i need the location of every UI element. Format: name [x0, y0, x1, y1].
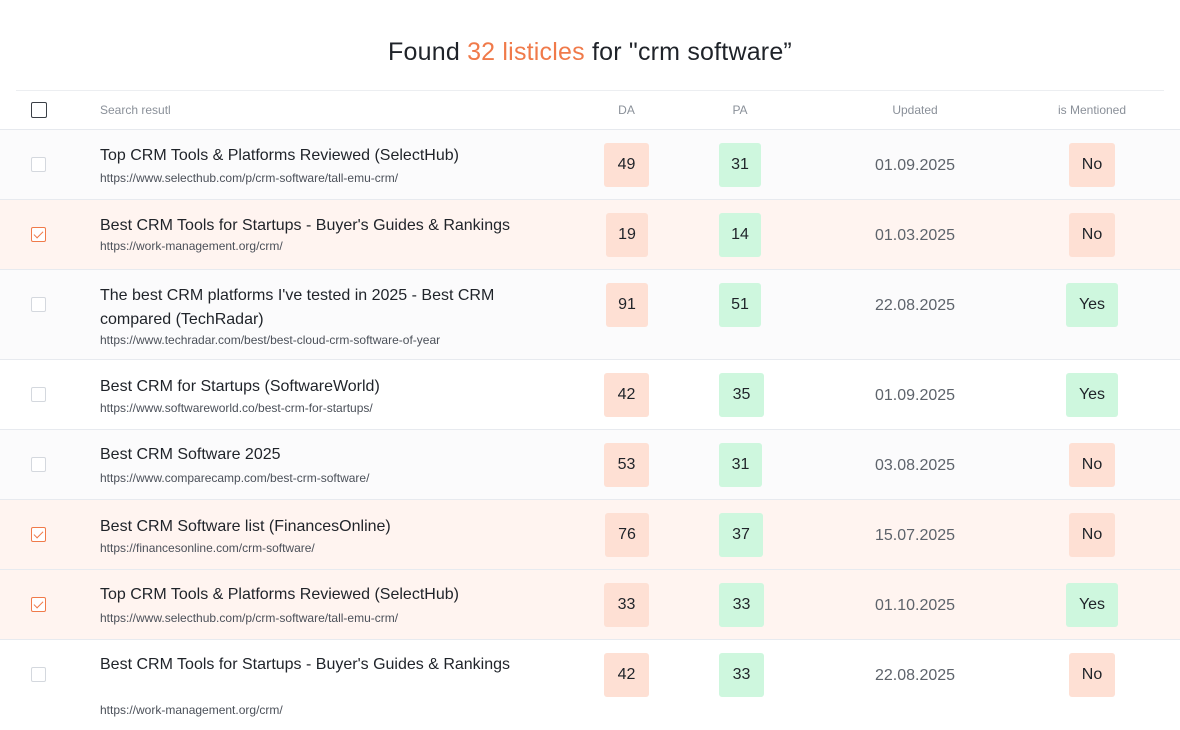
result-url[interactable]: https://work-management.org/crm/ [100, 239, 283, 253]
table-row[interactable]: Best CRM Software 2025 https://www.compa… [0, 430, 1180, 500]
mentioned-badge: No [1069, 213, 1115, 257]
da-badge: 33 [604, 583, 649, 627]
result-url[interactable]: https://www.comparecamp.com/best-crm-sof… [100, 471, 370, 485]
column-search-result[interactable]: Search resutl [100, 103, 171, 117]
updated-date: 22.08.2025 [874, 297, 956, 314]
result-title[interactable]: Best CRM Software list (FinancesOnline) [100, 518, 391, 535]
column-updated[interactable]: Updated [892, 103, 938, 117]
da-badge: 49 [604, 143, 649, 187]
result-title[interactable]: The best CRM platforms I've tested in 20… [100, 287, 495, 328]
pa-badge: 33 [719, 653, 764, 697]
updated-date: 15.07.2025 [874, 527, 956, 544]
column-pa[interactable]: PA [732, 103, 748, 117]
table-row[interactable]: Best CRM Tools for Startups - Buyer's Gu… [0, 640, 1180, 730]
mentioned-badge: Yes [1066, 373, 1118, 417]
result-title[interactable]: Top CRM Tools & Platforms Reviewed (Sele… [100, 147, 459, 164]
result-title[interactable]: Top CRM Tools & Platforms Reviewed (Sele… [100, 586, 459, 603]
pa-badge: 37 [719, 513, 763, 557]
result-title[interactable]: Best CRM Tools for Startups - Buyer's Gu… [100, 217, 511, 234]
da-badge: 42 [604, 653, 649, 697]
da-badge: 42 [604, 373, 649, 417]
select-all-checkbox[interactable] [31, 102, 47, 118]
mentioned-badge: Yes [1066, 283, 1118, 327]
result-url[interactable]: https://www.techradar.com/best/best-clou… [100, 333, 441, 347]
table-row[interactable]: Top CRM Tools & Platforms Reviewed (Sele… [0, 570, 1180, 640]
result-title[interactable]: Best CRM Software 2025 [100, 446, 281, 463]
updated-date: 01.09.2025 [874, 387, 956, 404]
result-url[interactable]: https://www.softwareworld.co/best-crm-fo… [100, 401, 373, 415]
da-badge: 76 [605, 513, 649, 557]
table-row[interactable]: Best CRM Software list (FinancesOnline) … [0, 500, 1180, 570]
column-is-mentioned[interactable]: is Mentioned [1057, 103, 1127, 117]
table-row[interactable]: Best CRM Tools for Startups - Buyer's Gu… [0, 200, 1180, 270]
table-header: Search resutl DA PA Updated is Mentioned [0, 91, 1180, 130]
title-suffix: for "crm software” [584, 38, 792, 66]
pa-badge: 35 [719, 373, 764, 417]
title-divider [16, 90, 1164, 91]
mentioned-badge: No [1069, 653, 1115, 697]
updated-date: 03.08.2025 [874, 457, 956, 474]
title-prefix: Found [388, 38, 468, 66]
column-da[interactable]: DA [618, 103, 635, 117]
mentioned-badge: No [1069, 143, 1115, 187]
mentioned-badge: Yes [1066, 583, 1118, 627]
row-checkbox[interactable] [31, 297, 46, 312]
result-url[interactable]: https://work-management.org/crm/ [100, 703, 283, 717]
updated-date: 01.03.2025 [874, 227, 956, 244]
pa-badge: 33 [719, 583, 764, 627]
row-checkbox[interactable] [31, 227, 46, 242]
result-url[interactable]: https://www.selecthub.com/p/crm-software… [100, 611, 399, 625]
row-checkbox[interactable] [31, 597, 46, 612]
pa-badge: 14 [719, 213, 761, 257]
pa-badge: 31 [719, 443, 762, 487]
da-badge: 53 [604, 443, 649, 487]
da-badge: 91 [606, 283, 648, 327]
table-row[interactable]: Best CRM for Startups (SoftwareWorld) ht… [0, 360, 1180, 430]
table-row[interactable]: Top CRM Tools & Platforms Reviewed (Sele… [0, 130, 1180, 200]
mentioned-badge: No [1069, 513, 1115, 557]
updated-date: 01.10.2025 [874, 597, 956, 614]
table-row[interactable]: The best CRM platforms I've tested in 20… [0, 270, 1180, 360]
result-title[interactable]: Best CRM for Startups (SoftwareWorld) [100, 378, 380, 395]
result-title[interactable]: Best CRM Tools for Startups - Buyer's Gu… [100, 656, 511, 673]
row-checkbox[interactable] [31, 157, 46, 172]
mentioned-badge: No [1069, 443, 1115, 487]
pa-badge: 31 [719, 143, 761, 187]
result-url[interactable]: https://www.selecthub.com/p/crm-software… [100, 171, 399, 185]
row-checkbox[interactable] [31, 457, 46, 472]
row-checkbox[interactable] [31, 667, 46, 682]
listicle-count: 32 listicles [467, 38, 585, 66]
updated-date: 22.08.2025 [874, 667, 956, 684]
page-title: Found 32 listicles for "crm software” [0, 38, 1180, 67]
row-checkbox[interactable] [31, 387, 46, 402]
result-url[interactable]: https://financesonline.com/crm-software/ [100, 541, 315, 555]
da-badge: 19 [606, 213, 648, 257]
updated-date: 01.09.2025 [874, 157, 956, 174]
pa-badge: 51 [719, 283, 761, 327]
row-checkbox[interactable] [31, 527, 46, 542]
